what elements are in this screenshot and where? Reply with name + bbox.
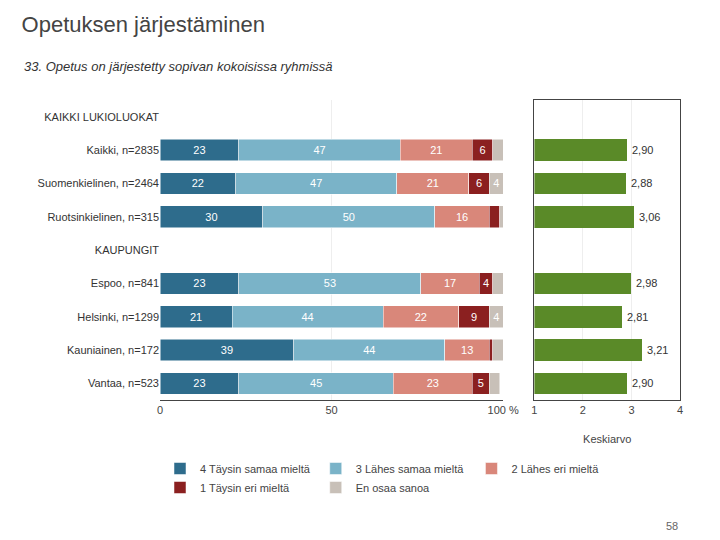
svg-text:4: 4	[493, 311, 499, 323]
svg-text:16: 16	[456, 211, 468, 223]
svg-text:Espoo, n=841: Espoo, n=841	[91, 277, 159, 289]
svg-text:23: 23	[427, 377, 439, 389]
svg-text:Helsinki, n=1299: Helsinki, n=1299	[77, 311, 159, 323]
svg-text:58: 58	[666, 520, 678, 532]
svg-text:44: 44	[363, 344, 375, 356]
svg-text:1: 1	[531, 404, 537, 416]
svg-text:4: 4	[493, 177, 499, 189]
svg-text:0: 0	[157, 404, 163, 416]
svg-text:Ruotsinkielinen, n=315: Ruotsinkielinen, n=315	[47, 211, 159, 223]
svg-text:2,90: 2,90	[632, 377, 653, 389]
svg-text:45: 45	[310, 377, 322, 389]
svg-text:2 Lähes eri mieltä: 2 Lähes eri mieltä	[511, 463, 599, 475]
svg-text:23: 23	[193, 144, 205, 156]
svg-text:23: 23	[193, 377, 205, 389]
svg-text:3: 3	[628, 404, 634, 416]
svg-text:6: 6	[480, 144, 486, 156]
svg-text:22: 22	[415, 311, 427, 323]
svg-text:50: 50	[325, 404, 337, 416]
svg-text:Kauniainen, n=172: Kauniainen, n=172	[67, 344, 159, 356]
svg-text:3,06: 3,06	[639, 211, 660, 223]
svg-text:47: 47	[310, 177, 322, 189]
svg-text:47: 47	[313, 144, 325, 156]
svg-text:50: 50	[343, 211, 355, 223]
svg-text:2,90: 2,90	[632, 144, 653, 156]
svg-text:3,21: 3,21	[647, 344, 668, 356]
svg-text:Opetuksen järjestäminen: Opetuksen järjestäminen	[22, 12, 265, 37]
svg-text:44: 44	[301, 311, 313, 323]
svg-text:21: 21	[430, 144, 442, 156]
svg-text:9: 9	[471, 311, 477, 323]
svg-text:3 Lähes samaa mieltä: 3 Lähes samaa mieltä	[356, 463, 464, 475]
svg-text:Vantaa, n=523: Vantaa, n=523	[88, 377, 159, 389]
svg-text:KAIKKI LUKIOLUOKAT: KAIKKI LUKIOLUOKAT	[44, 111, 159, 123]
svg-text:1 Täysin eri mieltä: 1 Täysin eri mieltä	[200, 482, 290, 494]
svg-text:100 %: 100 %	[488, 404, 519, 416]
svg-text:2,81: 2,81	[627, 311, 648, 323]
svg-text:KAUPUNGIT: KAUPUNGIT	[95, 244, 159, 256]
svg-text:2,88: 2,88	[631, 177, 652, 189]
svg-text:6: 6	[476, 177, 482, 189]
svg-text:39: 39	[221, 344, 233, 356]
svg-text:17: 17	[444, 277, 456, 289]
svg-text:4: 4	[483, 277, 489, 289]
svg-text:22: 22	[192, 177, 204, 189]
svg-text:4 Täysin samaa mieltä: 4 Täysin samaa mieltä	[200, 463, 311, 475]
svg-text:21: 21	[427, 177, 439, 189]
svg-text:5: 5	[478, 377, 484, 389]
svg-text:2: 2	[580, 404, 586, 416]
svg-text:Suomenkielinen, n=2464: Suomenkielinen, n=2464	[38, 177, 159, 189]
svg-text:13: 13	[461, 344, 473, 356]
svg-text:33. Opetus on järjestetty sopi: 33. Opetus on järjestetty sopivan kokois…	[24, 59, 333, 74]
svg-text:53: 53	[324, 277, 336, 289]
svg-text:23: 23	[193, 277, 205, 289]
svg-text:En osaa sanoa: En osaa sanoa	[356, 482, 430, 494]
svg-text:Kaikki, n=2835: Kaikki, n=2835	[87, 144, 159, 156]
svg-text:2,98: 2,98	[636, 277, 657, 289]
svg-text:4: 4	[677, 404, 683, 416]
svg-text:21: 21	[190, 311, 202, 323]
svg-text:30: 30	[205, 211, 217, 223]
svg-text:Keskiarvo: Keskiarvo	[583, 433, 631, 445]
